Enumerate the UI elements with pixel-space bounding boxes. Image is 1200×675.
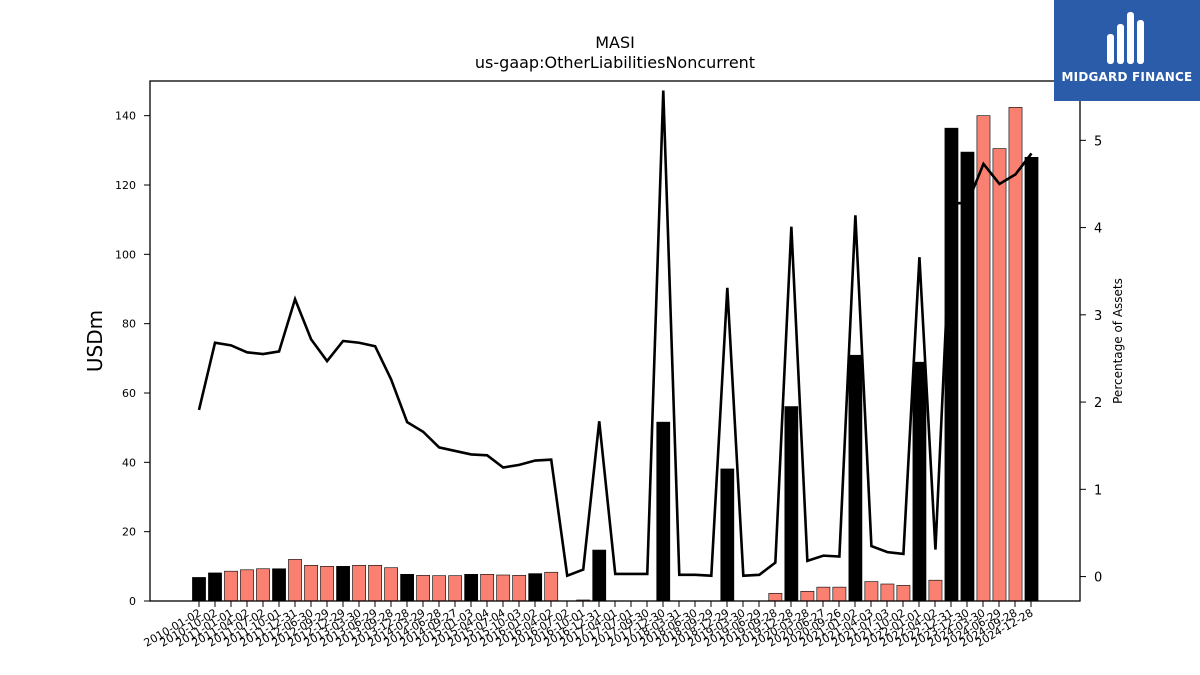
chart-subtitle: us-gaap:OtherLiabilitiesNoncurrent — [475, 53, 755, 72]
midgard-finance-logo: MIDGARD FINANCE — [1054, 0, 1200, 101]
y-tick-label: 40 — [122, 456, 136, 469]
bar — [832, 586, 847, 602]
bar — [272, 568, 286, 602]
y-tick-label: 80 — [122, 318, 136, 331]
bar — [592, 549, 607, 602]
bar — [416, 575, 431, 602]
bar — [960, 151, 975, 602]
plot-area — [149, 80, 1081, 602]
bar — [656, 421, 671, 602]
y2-tick-label: 1 — [1094, 483, 1102, 498]
bar — [544, 571, 559, 602]
bar — [192, 577, 206, 602]
bar — [304, 564, 318, 602]
bar — [720, 468, 735, 602]
logo-mark-icon — [1107, 12, 1144, 64]
bar — [816, 586, 831, 602]
bar — [496, 574, 511, 602]
bar — [1024, 156, 1039, 602]
bar — [208, 572, 222, 602]
y-tick-label: 0 — [129, 595, 136, 608]
y2-tick-label: 0 — [1094, 571, 1102, 586]
bar — [448, 575, 463, 602]
bar — [992, 148, 1007, 602]
y-tick-label: 60 — [122, 387, 136, 400]
percentage-line — [197, 90, 1033, 578]
y-axis-label: USDm — [83, 310, 107, 372]
bar — [240, 569, 254, 602]
bar — [896, 585, 911, 602]
bar — [784, 406, 799, 602]
line-series — [197, 90, 1033, 578]
bar — [224, 570, 238, 602]
bar — [944, 127, 959, 602]
bar — [864, 581, 879, 602]
bar-series — [192, 107, 1039, 602]
bar — [1008, 107, 1023, 602]
logo-background — [1054, 0, 1200, 101]
y2-tick-label: 2 — [1094, 396, 1102, 411]
bar — [912, 361, 927, 602]
bar — [400, 574, 414, 602]
y-tick-label: 20 — [122, 526, 136, 539]
x-axis: 2010-01-022010-10-022011-01-012011-04-02… — [142, 601, 1036, 650]
bar — [928, 579, 943, 602]
bar — [528, 573, 543, 602]
y-axis-left: 0 20 40 60 80 100 120 140 — [115, 110, 150, 608]
bar — [880, 583, 895, 602]
y-axis-right: 0 1 2 3 4 5 — [1080, 134, 1102, 586]
y-tick-label: 140 — [115, 110, 136, 123]
bar — [256, 568, 270, 602]
bar — [800, 590, 815, 602]
bar — [768, 593, 783, 602]
bar — [464, 574, 479, 602]
bar — [480, 574, 495, 602]
y2-tick-label: 5 — [1094, 134, 1102, 149]
bar — [384, 567, 398, 602]
bar — [512, 575, 527, 602]
y-tick-label: 120 — [115, 179, 136, 192]
y2-tick-label: 3 — [1094, 309, 1102, 324]
bar — [432, 575, 447, 602]
y-tick-label: 100 — [115, 248, 136, 261]
logo-text: MIDGARD FINANCE — [1061, 70, 1193, 84]
bar — [352, 564, 366, 602]
chart-title: MASI — [595, 33, 635, 52]
y2-axis-label: Percentage of Assets — [1111, 278, 1125, 404]
bar — [336, 566, 350, 602]
bar — [288, 559, 302, 602]
bar — [848, 354, 863, 602]
bar — [320, 566, 334, 602]
y2-tick-label: 4 — [1094, 222, 1102, 237]
bar — [368, 564, 382, 602]
bar — [976, 115, 991, 602]
